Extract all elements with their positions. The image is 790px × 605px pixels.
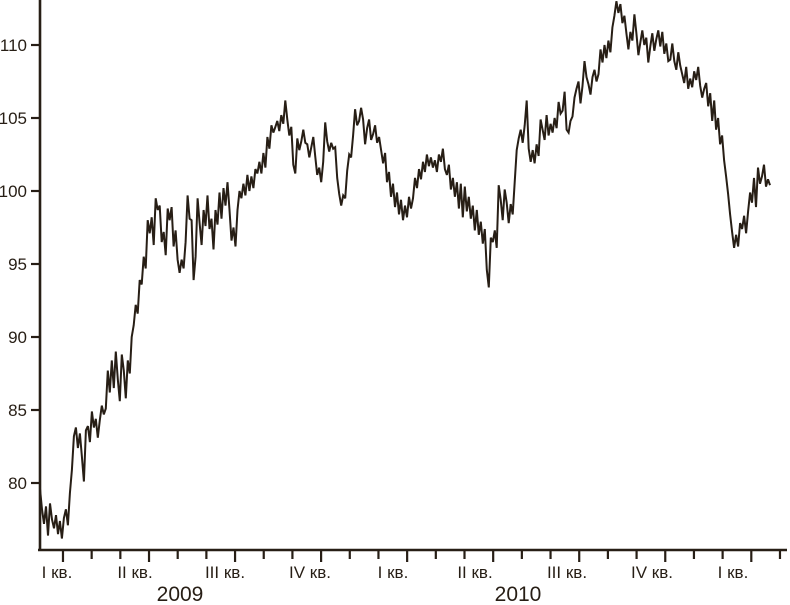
y-tick-label: 80: [8, 474, 27, 493]
x-quarter-label: III кв.: [547, 563, 587, 582]
year-label: 2010: [495, 583, 542, 605]
x-quarter-label: I кв.: [378, 563, 409, 582]
year-label: 2009: [157, 583, 204, 605]
x-quarter-label: II кв.: [117, 563, 152, 582]
y-tick-label: 95: [8, 255, 27, 274]
x-quarter-label: II кв.: [457, 563, 492, 582]
x-quarter-label: III кв.: [205, 563, 245, 582]
y-tick-label: 105: [0, 109, 27, 128]
y-tick-label: 110: [0, 36, 27, 55]
x-quarter-label: IV кв.: [289, 563, 331, 582]
y-tick-label: 85: [8, 401, 27, 420]
x-quarter-label: IV кв.: [631, 563, 673, 582]
x-quarter-label: I кв.: [718, 563, 749, 582]
data-line: [39, 1, 771, 539]
y-tick-label: 90: [8, 328, 27, 347]
y-tick-label: 100: [0, 182, 27, 201]
x-quarter-label: I кв.: [42, 563, 73, 582]
